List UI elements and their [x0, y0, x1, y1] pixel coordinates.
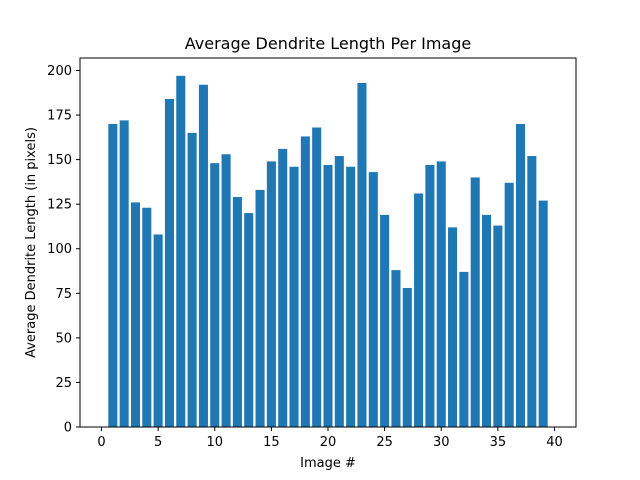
bar-image-10: [210, 163, 220, 428]
y-tick-label: 175: [47, 109, 72, 124]
y-tick-label: 25: [55, 376, 72, 391]
bar-image-9: [198, 84, 208, 428]
x-tick-label: 20: [320, 435, 337, 450]
bar-image-26: [391, 270, 401, 427]
x-tick-label: 35: [490, 435, 507, 450]
y-tick-label: 200: [47, 64, 72, 79]
x-axis-label: Image #: [300, 456, 356, 471]
x-tick-label: 30: [433, 435, 450, 450]
bar-image-36: [504, 182, 514, 427]
y-tick-label: 0: [64, 421, 72, 436]
x-tick-label: 40: [546, 435, 563, 450]
x-axis-ticks: 0 5 10 15 20 25 30 35 40: [97, 427, 563, 450]
y-axis-label: Average Dendrite Length (in pixels): [24, 127, 39, 358]
bar-image-34: [482, 214, 492, 427]
x-tick-label: 25: [376, 435, 393, 450]
bar-image-31: [448, 227, 458, 427]
x-tick-label: 0: [97, 435, 105, 450]
bar-image-16: [278, 148, 288, 427]
bar-image-28: [414, 193, 424, 427]
bars-group: [108, 75, 548, 428]
bar-image-32: [459, 271, 469, 427]
x-tick-label: 5: [154, 435, 162, 450]
bar-image-35: [493, 225, 503, 427]
bar-image-19: [312, 127, 322, 428]
bar-image-33: [470, 177, 480, 427]
y-tick-label: 75: [55, 287, 72, 302]
y-tick-label: 50: [55, 331, 72, 346]
bar-image-7: [176, 75, 186, 427]
bar-image-1: [108, 123, 118, 428]
x-tick-label: 10: [206, 435, 223, 450]
x-tick-label: 15: [263, 435, 280, 450]
bar-image-29: [425, 164, 435, 427]
bar-image-3: [130, 202, 141, 427]
bar-image-30: [436, 161, 446, 427]
chart-title: Average Dendrite Length Per Image: [185, 34, 471, 53]
bar-image-23: [357, 82, 367, 428]
bar-image-15: [266, 161, 276, 427]
bar-image-17: [289, 166, 299, 428]
bar-image-13: [244, 213, 254, 427]
y-tick-label: 100: [47, 242, 72, 257]
bar-image-25: [380, 214, 390, 427]
bar-image-38: [527, 156, 537, 428]
y-axis-ticks: 0 25 50 75 100 125 150 175 200: [47, 64, 80, 436]
bar-image-24: [368, 172, 378, 427]
bar-image-12: [232, 197, 242, 427]
bar-image-14: [255, 189, 265, 427]
bar-image-5: [153, 234, 163, 427]
bar-image-21: [334, 156, 344, 428]
bar-image-22: [346, 166, 356, 428]
bar-image-39: [538, 200, 548, 427]
y-tick-label: 125: [47, 198, 72, 213]
bar-image-2: [119, 120, 129, 427]
bar-image-4: [142, 207, 152, 427]
bar-image-8: [187, 132, 197, 427]
bar-image-18: [300, 136, 310, 427]
bar-image-11: [221, 154, 231, 427]
y-tick-label: 150: [47, 153, 72, 168]
bar-image-27: [402, 287, 412, 427]
bar-image-6: [164, 99, 174, 427]
bar-image-20: [323, 164, 333, 427]
bar-image-37: [515, 123, 526, 428]
